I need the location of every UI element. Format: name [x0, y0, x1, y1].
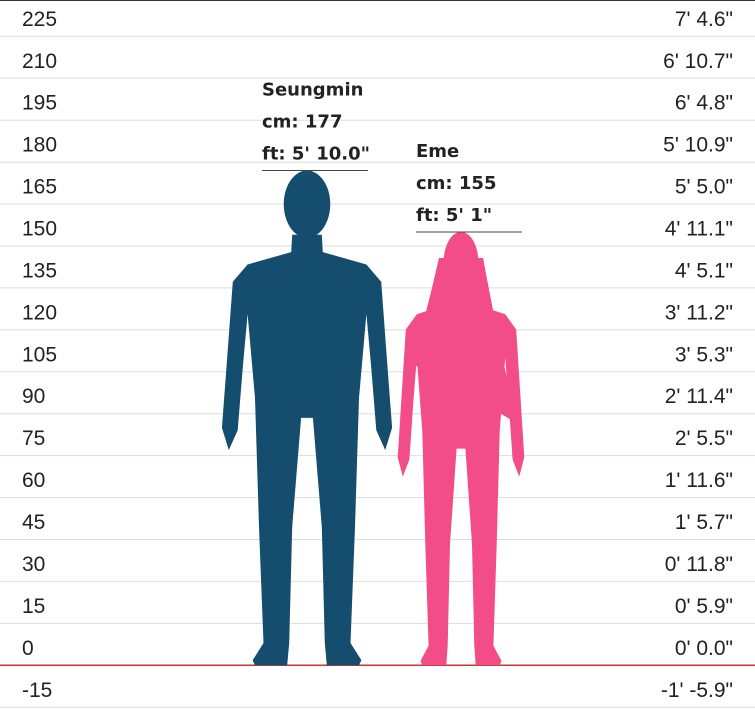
y2-tick-label: 5' 5.0" [675, 176, 733, 199]
y-tick-label: -15 [22, 679, 52, 702]
y2-tick-label: 3' 5.3" [675, 343, 733, 366]
y2-tick-label: 4' 11.1" [665, 218, 733, 241]
y-tick-label: 165 [22, 176, 57, 199]
y2-tick-label: 1' 5.7" [675, 511, 733, 534]
person-ft: ft: 5' 10.0" [262, 144, 370, 165]
y2-tick-label: 2' 5.5" [675, 427, 733, 450]
y-tick-label: 150 [22, 218, 57, 241]
y2-tick-label: 4' 5.1" [675, 259, 733, 282]
person-cm: cm: 177 [262, 112, 342, 133]
y-tick-label: 45 [22, 511, 45, 534]
y2-tick-label: 3' 11.2" [665, 301, 733, 324]
y2-tick-label: 6' 4.8" [675, 92, 733, 115]
y2-tick-label: 5' 10.9" [663, 134, 733, 157]
person-ft: ft: 5' 1" [416, 205, 492, 226]
y-tick-label: 135 [22, 259, 57, 282]
y-tick-label: 60 [22, 469, 45, 492]
y2-tick-label: 0' 0.0" [675, 637, 733, 660]
y2-tick-label: 6' 10.7" [663, 50, 733, 73]
person-head [283, 170, 331, 238]
person [221, 170, 393, 666]
y-tick-label: 120 [22, 301, 57, 324]
person-name: Eme [416, 141, 459, 162]
person-body [221, 234, 393, 666]
person-hair [409, 258, 517, 423]
y2-tick-label: 0' 5.9" [675, 595, 733, 618]
y2-tick-label: 2' 11.4" [665, 385, 733, 408]
y2-tick-label: 1' 11.6" [665, 469, 733, 492]
person [397, 232, 525, 666]
y2-tick-label: 0' 11.8" [665, 553, 733, 576]
y-tick-label: 195 [22, 92, 57, 115]
y-tick-label: 90 [22, 385, 45, 408]
y-tick-label: 75 [22, 427, 45, 450]
y-tick-label: 30 [22, 553, 45, 576]
y-tick-label: 225 [22, 8, 57, 31]
y2-tick-label: 7' 4.6" [675, 8, 733, 31]
person-name: Seungmin [262, 80, 363, 101]
y-tick-label: 210 [22, 50, 57, 73]
y2-tick-label: -1' -5.9" [661, 679, 733, 702]
y-tick-label: 180 [22, 134, 57, 157]
y-tick-label: 15 [22, 595, 45, 618]
y-tick-label: 0 [22, 637, 34, 660]
y-tick-label: 105 [22, 343, 57, 366]
person-cm: cm: 155 [416, 173, 496, 194]
